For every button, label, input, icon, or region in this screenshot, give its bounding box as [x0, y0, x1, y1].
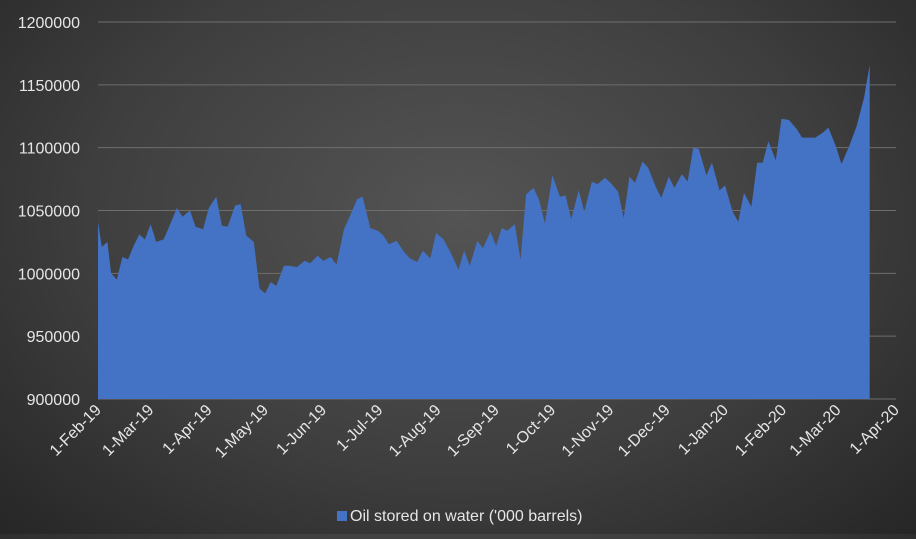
x-tick-label: 1-Mar-20 — [787, 402, 845, 460]
x-tick-label: 1-Mar-19 — [99, 402, 157, 460]
y-tick-label: 1050000 — [18, 204, 80, 221]
y-axis-ticks: 900000 950000 1000000 1050000 1100000 1150000… — [18, 15, 80, 409]
series-area-oil-stored-on-water — [98, 64, 870, 399]
x-tick-label: 1-Jun-19 — [273, 402, 330, 459]
x-tick-label: 1-Sep-19 — [444, 402, 503, 461]
x-tick-label: 1-Feb-20 — [732, 402, 790, 460]
y-tick-label: 1000000 — [18, 266, 80, 283]
legend: Oil stored on water ('000 barrels) — [337, 508, 582, 525]
x-tick-label: 1-Nov-19 — [559, 402, 618, 461]
x-tick-label: 1-Jul-19 — [334, 402, 387, 455]
legend-swatch — [337, 511, 347, 521]
y-tick-label: 950000 — [27, 329, 80, 346]
plot-area — [98, 64, 870, 399]
x-tick-label: 1-Apr-19 — [160, 402, 216, 458]
y-tick-label: 1150000 — [19, 78, 80, 95]
x-tick-label: 1-Oct-19 — [503, 402, 559, 458]
x-tick-label: 1-May-19 — [212, 402, 272, 462]
x-axis-ticks: 1-Feb-191-Mar-19 1-Apr-191-May-19 1-Jun-19… — [47, 402, 903, 462]
y-tick-label: 1200000 — [18, 15, 80, 32]
y-tick-label: 1100000 — [19, 141, 80, 158]
x-tick-label: 1-Apr-20 — [847, 402, 903, 458]
x-tick-label: 1-Feb-19 — [47, 402, 105, 460]
x-tick-label: 1-Aug-19 — [386, 402, 445, 461]
y-tick-label: 900000 — [27, 392, 80, 409]
x-tick-label: 1-Jan-20 — [675, 402, 732, 459]
x-tick-label: 1-Dec-19 — [615, 402, 674, 461]
legend-label: Oil stored on water ('000 barrels) — [350, 508, 582, 525]
